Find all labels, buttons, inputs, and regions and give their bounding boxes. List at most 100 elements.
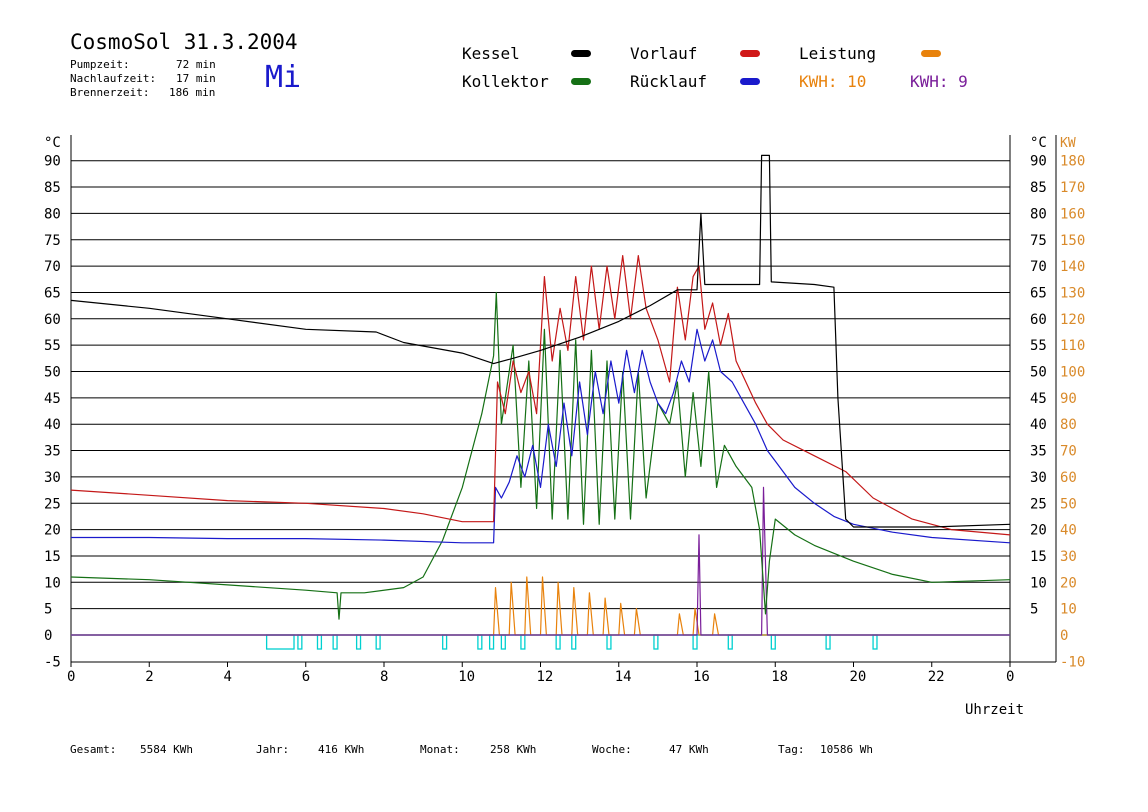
x-tick-label: 20 bbox=[850, 669, 867, 685]
pump-on-marker bbox=[872, 634, 878, 650]
footer-gesamt-label: Gesamt: bbox=[70, 743, 117, 756]
y-tick-label-left: 30 bbox=[44, 470, 61, 486]
kw-tick-label: 40 bbox=[1060, 523, 1077, 539]
x-tick-label: 12 bbox=[537, 669, 554, 685]
y-tick-label-left: 10 bbox=[44, 575, 61, 591]
y-tick-label-right: 65 bbox=[1030, 285, 1047, 301]
pump-on-marker bbox=[692, 634, 698, 650]
legend-kwh-2: KWH: 9 bbox=[910, 72, 968, 91]
y-tick-label-right: 85 bbox=[1030, 180, 1047, 196]
chart-grid bbox=[70, 135, 1057, 663]
x-tick-label: 16 bbox=[693, 669, 710, 685]
kwh-line bbox=[71, 486, 1010, 636]
y-tick-label-left: 45 bbox=[44, 391, 61, 407]
footer-woche-value: 47 KWh bbox=[669, 743, 709, 756]
kw-tick-label: 0 bbox=[1060, 628, 1068, 644]
nachlaufzeit-label: Nachlaufzeit: bbox=[70, 72, 157, 85]
pump-on-marker bbox=[297, 634, 303, 650]
pump-on-marker bbox=[825, 634, 831, 650]
y-tick-label-left: 60 bbox=[44, 312, 61, 328]
x-tick-label: 4 bbox=[224, 669, 232, 685]
y-tick-label-right: 35 bbox=[1030, 444, 1047, 460]
x-tick-label: 14 bbox=[615, 669, 632, 685]
kw-tick-label: 10 bbox=[1060, 602, 1077, 618]
y-tick-label-right: 15 bbox=[1030, 549, 1047, 565]
footer-monat-value: 258 KWh bbox=[490, 743, 537, 756]
y-tick-label-right: 80 bbox=[1030, 206, 1047, 222]
legend-kessel: Kessel bbox=[462, 44, 520, 63]
footer-woche-label: Woche: bbox=[592, 743, 632, 756]
legend-kollektor: Kollektor bbox=[462, 72, 549, 91]
pump-on-marker bbox=[265, 634, 295, 650]
legend-vorlauf: Vorlauf bbox=[630, 44, 698, 63]
y-tick-label-right: 30 bbox=[1030, 470, 1047, 486]
y-tick-label-left: 40 bbox=[44, 417, 61, 433]
nachlaufzeit-value: 17 min bbox=[176, 72, 216, 85]
kw-tick-label: 150 bbox=[1060, 233, 1085, 249]
y-tick-label-left: 35 bbox=[44, 444, 61, 460]
kw-tick-label: -10 bbox=[1060, 654, 1085, 670]
kessel-line bbox=[70, 154, 1011, 528]
y-tick-label-right: 5 bbox=[1030, 602, 1038, 618]
legend-kessel-swatch bbox=[571, 50, 591, 57]
pump-on-marker bbox=[477, 634, 483, 650]
kw-tick-label: 50 bbox=[1060, 496, 1077, 512]
footer-tag-value: 10586 Wh bbox=[820, 743, 873, 756]
y-tick-label-right: 60 bbox=[1030, 312, 1047, 328]
leistung-line bbox=[71, 576, 1010, 636]
pumpzeit-value: 72 min bbox=[176, 58, 216, 71]
y-tick-label-left: 55 bbox=[44, 338, 61, 354]
kw-tick-label: 90 bbox=[1060, 391, 1077, 407]
ruecklauf-line bbox=[71, 328, 1011, 544]
pump-on-marker bbox=[770, 634, 776, 650]
legend-ruecklauf-swatch bbox=[740, 78, 760, 85]
pump-on-marker bbox=[606, 634, 612, 650]
chart-title: CosmoSol 31.3.2004 bbox=[70, 30, 298, 54]
y-axis-label-left: °C bbox=[44, 135, 61, 151]
footer-gesamt-value: 5584 KWh bbox=[140, 743, 193, 756]
kw-tick-label: 160 bbox=[1060, 206, 1085, 222]
legend-vorlauf-swatch bbox=[740, 50, 760, 57]
kw-tick-label: 120 bbox=[1060, 312, 1085, 328]
footer-monat-label: Monat: bbox=[420, 743, 460, 756]
pump-on-marker bbox=[375, 634, 381, 650]
footer-jahr-value: 416 KWh bbox=[318, 743, 365, 756]
y-tick-label-left: 0 bbox=[44, 628, 52, 644]
kw-tick-label: 140 bbox=[1060, 259, 1085, 275]
x-axis-label: Uhrzeit bbox=[965, 702, 1024, 718]
y-tick-label-right: 90 bbox=[1030, 154, 1047, 170]
legend-leistung: Leistung bbox=[799, 44, 877, 63]
kw-tick-label: 100 bbox=[1060, 365, 1085, 381]
y-axis-label-right-kw: KW bbox=[1060, 136, 1076, 151]
y-tick-label-left: 25 bbox=[44, 496, 61, 512]
pump-on-marker bbox=[571, 634, 577, 650]
y-tick-label-right: 10 bbox=[1030, 575, 1047, 591]
x-tick-label: 0 bbox=[1006, 669, 1014, 685]
pump-on-marker bbox=[653, 634, 659, 650]
kollektor-line bbox=[70, 291, 1011, 620]
vorlauf-line bbox=[70, 255, 1011, 536]
series-lines bbox=[70, 154, 1011, 636]
brennerzeit-label: Brennerzeit: bbox=[70, 86, 150, 99]
y-tick-label-right: 20 bbox=[1030, 523, 1047, 539]
pump-status-track bbox=[71, 634, 1010, 650]
x-tick-label: 18 bbox=[771, 669, 788, 685]
kw-tick-label: 20 bbox=[1060, 575, 1077, 591]
x-tick-label: 6 bbox=[302, 669, 310, 685]
kw-tick-label: 70 bbox=[1060, 444, 1077, 460]
pump-on-marker bbox=[555, 634, 561, 650]
x-tick-label: 8 bbox=[380, 669, 388, 685]
kw-tick-label: 170 bbox=[1060, 180, 1085, 196]
y-tick-label-right: 40 bbox=[1030, 417, 1047, 433]
x-tick-label: 22 bbox=[928, 669, 945, 685]
pump-on-marker bbox=[316, 634, 323, 650]
x-tick-label: 10 bbox=[458, 669, 475, 685]
pumpzeit-label: Pumpzeit: bbox=[70, 58, 130, 71]
pump-on-marker bbox=[355, 634, 362, 650]
kw-tick-label: 80 bbox=[1060, 417, 1077, 433]
kw-tick-label: 130 bbox=[1060, 285, 1085, 301]
y-tick-label-right: 55 bbox=[1030, 338, 1047, 354]
left-axis-ticks: -5 0 5 10 15 20 25 30 35 40 45 50 55 60 65 70 75 80 85 90 bbox=[44, 154, 61, 671]
y-tick-label-right: 75 bbox=[1030, 233, 1047, 249]
legend-leistung-swatch bbox=[921, 50, 941, 57]
